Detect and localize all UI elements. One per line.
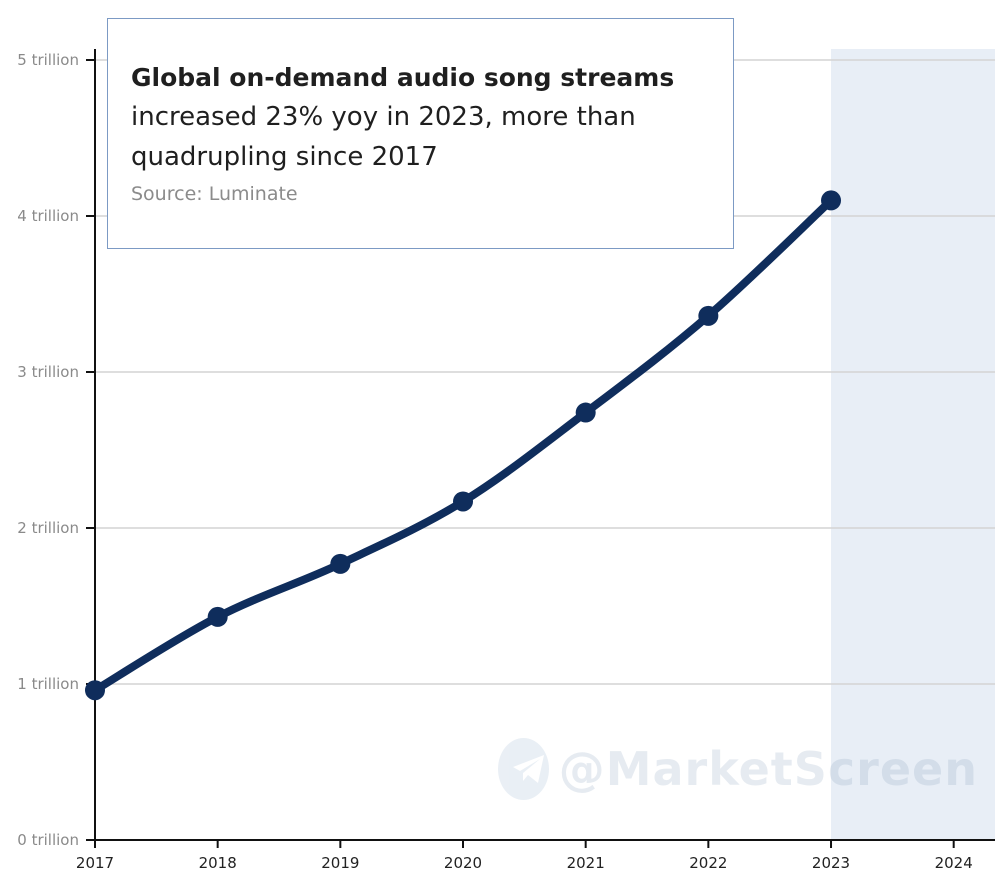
data-point — [330, 553, 351, 574]
y-tick-label: 2 trillion — [17, 519, 79, 537]
data-point — [453, 491, 474, 512]
data-point — [698, 305, 719, 326]
data-point — [85, 680, 105, 701]
forecast-shade-layer — [831, 49, 995, 840]
data-points — [85, 190, 842, 701]
x-tick-label: 2018 — [199, 854, 237, 872]
series-line-layer — [91, 196, 836, 695]
chart-title: Global on-demand audio song streams — [131, 63, 675, 92]
y-tick-label: 4 trillion — [17, 207, 79, 225]
chart-subtitle: increased 23% yoy in 2023, more than qua… — [131, 102, 636, 172]
data-point — [821, 190, 842, 211]
y-tick-labels: 0 trillion 1 trillion 2 trillion 3 trillion… — [17, 51, 79, 849]
watermark: @MarketScreen — [498, 736, 978, 802]
x-tick-label: 2020 — [444, 854, 482, 872]
x-tick-label: 2019 — [321, 854, 359, 872]
watermark-text: @MarketScreen — [558, 742, 978, 796]
y-tick-label: 5 trillion — [17, 51, 79, 69]
data-point — [207, 606, 228, 627]
forecast-shade — [831, 49, 995, 840]
x-tick-label: 2017 — [76, 854, 114, 872]
y-tick-label: 1 trillion — [17, 675, 79, 693]
chart-title-box: Global on-demand audio song streams incr… — [107, 18, 734, 249]
series-line — [91, 196, 836, 695]
axes — [86, 49, 995, 848]
y-tick-label: 3 trillion — [17, 363, 79, 381]
telegram-icon — [498, 738, 549, 800]
x-tick-label: 2023 — [812, 854, 850, 872]
x-tick-label: 2022 — [689, 854, 727, 872]
chart-source: Source: Luminate — [131, 183, 298, 205]
x-tick-label: 2021 — [567, 854, 605, 872]
x-tick-labels: 2017 2018 2019 2020 2021 2022 2023 2024 — [76, 854, 973, 872]
y-tick-label: 0 trillion — [17, 831, 79, 849]
x-tick-label: 2024 — [935, 854, 973, 872]
data-point — [575, 402, 596, 423]
